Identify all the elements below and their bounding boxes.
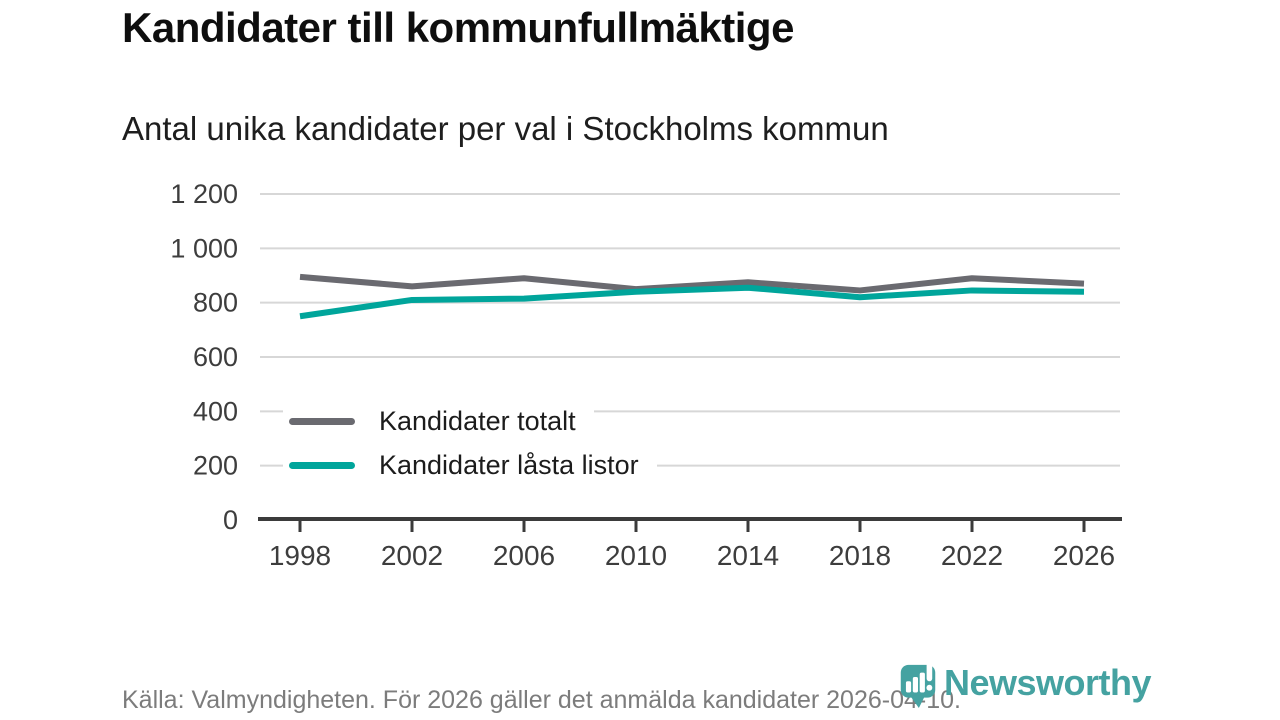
svg-text:2006: 2006 <box>493 540 555 571</box>
svg-text:1998: 1998 <box>269 540 331 571</box>
legend-item-totalt: Kandidater totalt <box>283 399 594 443</box>
svg-text:400: 400 <box>193 396 238 426</box>
svg-text:1 000: 1 000 <box>170 233 238 263</box>
svg-text:1 200: 1 200 <box>170 179 238 209</box>
legend-label-lasta-listor: Kandidater låsta listor <box>379 449 639 480</box>
brand-wordmark: Newsworthy <box>944 662 1152 703</box>
chart-subtitle: Antal unika kandidater per val i Stockho… <box>122 110 889 147</box>
page-title: Kandidater till kommunfullmäktige <box>122 4 794 51</box>
legend: Kandidater totalt Kandidater låsta listo… <box>283 399 657 487</box>
svg-text:600: 600 <box>193 342 238 372</box>
svg-text:200: 200 <box>193 451 238 481</box>
newsworthy-logo: Newsworthy <box>899 658 1152 708</box>
svg-text:2026: 2026 <box>1053 540 1115 571</box>
newsworthy-pin-icon <box>900 659 936 708</box>
source-note: Källa: Valmyndigheten. För 2026 gäller d… <box>122 686 961 714</box>
svg-text:2002: 2002 <box>381 540 443 571</box>
svg-text:2010: 2010 <box>605 540 667 571</box>
legend-item-lasta-listor: Kandidater låsta listor <box>283 443 657 487</box>
svg-text:2014: 2014 <box>717 540 779 571</box>
legend-label-totalt: Kandidater totalt <box>379 405 576 436</box>
line-chart: 0 200 400 600 800 1 000 1 200 1998 2002 2006 2010 2… <box>170 179 1122 571</box>
legend-swatch-totalt <box>289 417 355 425</box>
svg-text:800: 800 <box>193 288 238 318</box>
legend-swatch-lasta-listor <box>289 461 355 469</box>
svg-text:2018: 2018 <box>829 540 891 571</box>
svg-text:0: 0 <box>223 505 238 535</box>
svg-text:2022: 2022 <box>941 540 1003 571</box>
